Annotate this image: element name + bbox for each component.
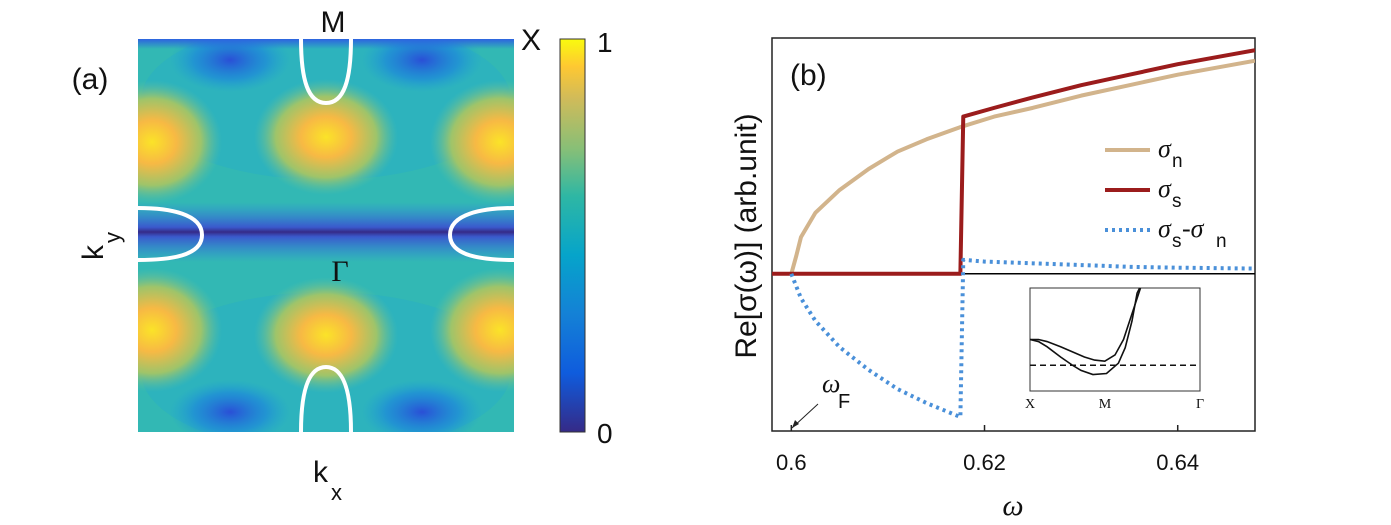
colorbar: 1 0 bbox=[559, 27, 613, 449]
onset-label: ω bbox=[822, 369, 840, 398]
legend-label-diff-sub: s bbox=[1172, 231, 1182, 252]
legend-label-sn: σ bbox=[1158, 134, 1172, 163]
legend-label-sn-sub: n bbox=[1172, 151, 1183, 172]
series-line-2 bbox=[789, 257, 1255, 420]
heatmap-xlabel: k x bbox=[313, 456, 342, 505]
x-tick-label: 0.6 bbox=[776, 450, 807, 475]
legend-label-diff-sub2: n bbox=[1216, 231, 1227, 252]
panel-label-b: (b) bbox=[790, 59, 827, 92]
colorbar-min-label: 0 bbox=[597, 418, 613, 449]
tick-layer: 0.6 0.62 0.64 bbox=[776, 425, 1199, 475]
legend-label-ss: σ bbox=[1158, 174, 1172, 203]
legend-label-ss-sub: s bbox=[1172, 191, 1182, 212]
xlabel-sub: x bbox=[331, 480, 342, 505]
line-panel: 0.6 0.62 0.64 (b) σ n σ s σ s -σ n ω F ω R… bbox=[730, 37, 1256, 522]
onset-label-sub: F bbox=[838, 391, 850, 413]
inset-frame bbox=[1029, 287, 1201, 392]
heatmap-panel: M X Γ (a) k x k y 1 0 bbox=[72, 6, 613, 505]
heatmap-image bbox=[138, 39, 514, 432]
inset-series-layer bbox=[1029, 287, 1142, 376]
label-M: M bbox=[321, 6, 346, 39]
inset-tick-X: X bbox=[1025, 397, 1035, 412]
colorbar-max-label: 1 bbox=[597, 27, 613, 58]
series-line-0 bbox=[789, 58, 1255, 275]
inset-tick-Gamma: Γ bbox=[1196, 397, 1204, 412]
inset: X M Γ bbox=[1025, 287, 1204, 412]
panel-label-a: (a) bbox=[72, 63, 109, 96]
x-tick-label: 0.62 bbox=[963, 450, 1006, 475]
colorbar-scale bbox=[559, 38, 586, 433]
inset-line-1 bbox=[1030, 287, 1142, 362]
x-axis-label: ω bbox=[1002, 489, 1023, 522]
x-tick-label: 0.64 bbox=[1156, 450, 1199, 475]
series-line-1 bbox=[772, 48, 1255, 276]
ylabel-sub: y bbox=[100, 232, 125, 243]
inset-tick-M: M bbox=[1099, 397, 1112, 412]
onset-annotation: ω F bbox=[791, 369, 850, 429]
y-axis-label: Re[σ(ω)] (arb.unit) bbox=[730, 113, 763, 358]
label-Gamma: Γ bbox=[331, 255, 348, 288]
inset-line-0 bbox=[1029, 287, 1141, 376]
xlabel-k: k bbox=[313, 456, 329, 489]
series-layer bbox=[772, 48, 1255, 420]
legend-label-diff-suffix: -σ bbox=[1182, 214, 1205, 243]
legend: σ n σ s σ s -σ n bbox=[1105, 134, 1227, 252]
label-X: X bbox=[521, 24, 541, 57]
heatmap-ylabel: k y bbox=[77, 232, 125, 260]
onset-arrowhead bbox=[792, 420, 799, 428]
ylabel-k: k bbox=[77, 244, 110, 260]
legend-label-diff: σ bbox=[1158, 214, 1172, 243]
